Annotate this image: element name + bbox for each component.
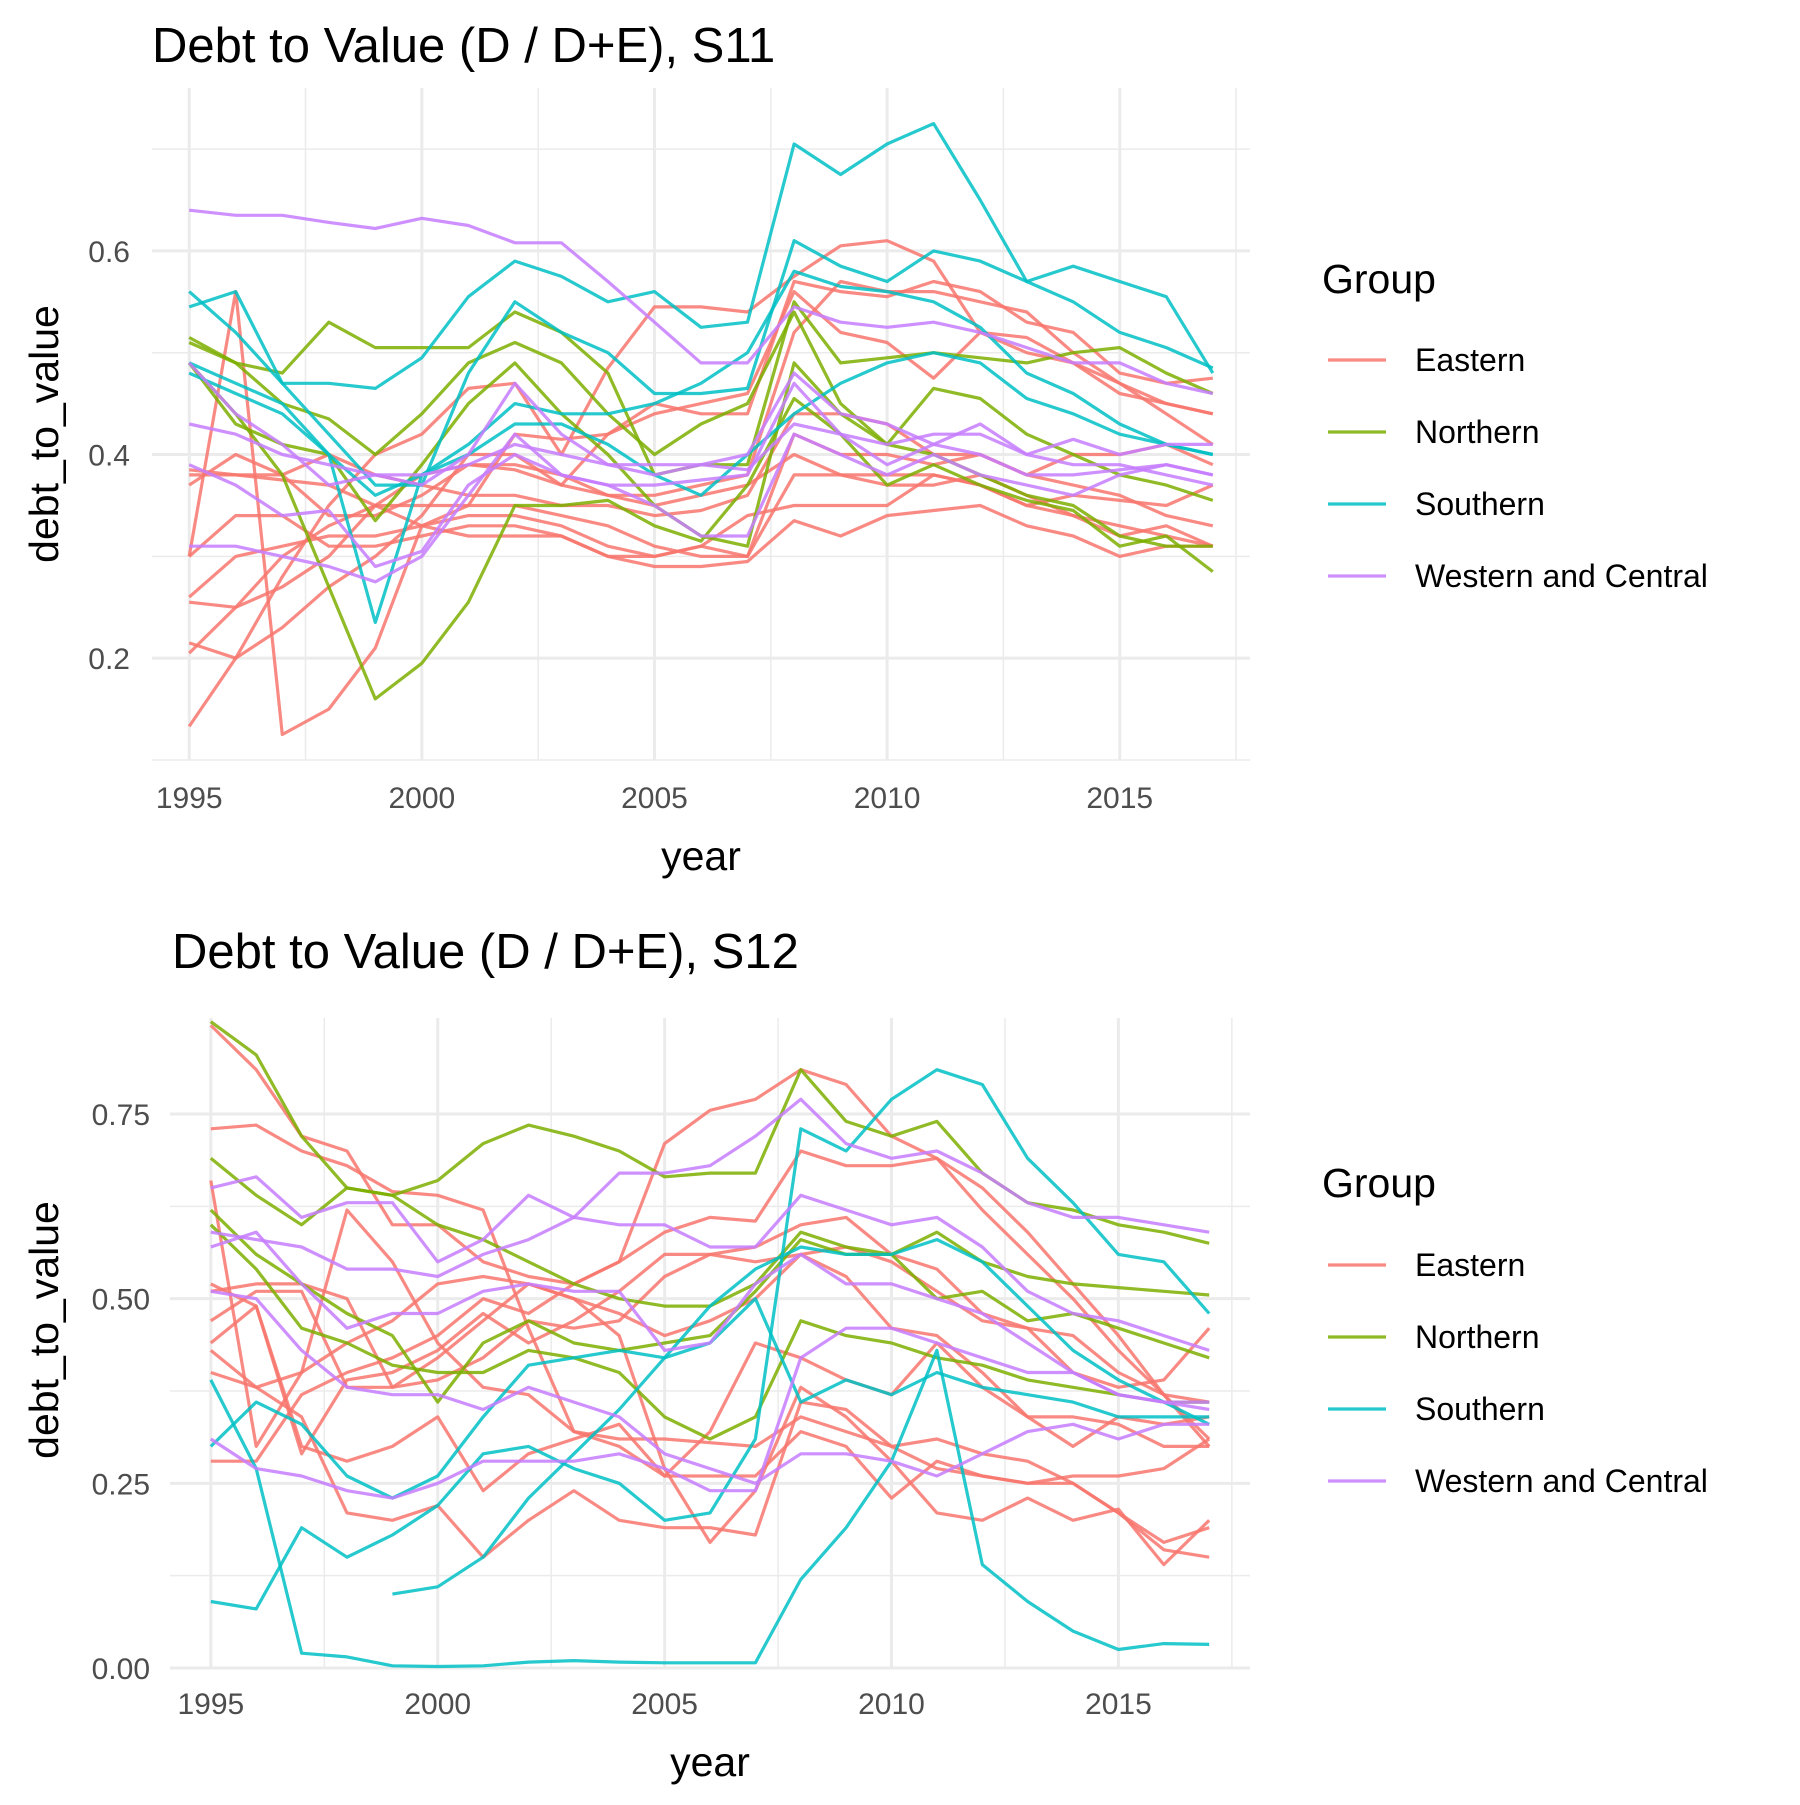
series-line-eastern [188,279,1213,660]
chart-title: Debt to Value (D / D+E), S11 [152,19,775,73]
series-line-southern [188,351,1214,497]
series-line-eastern [209,1180,1210,1544]
x-axis-title: year [661,833,741,879]
x-tick-label: 2010 [858,1688,925,1721]
y-axis-title: debt_to_value [21,1201,67,1459]
series-line-eastern [209,1215,1210,1404]
series-line-western-and-central [210,1097,1210,1264]
legend-title: Group [1322,256,1436,302]
legend-label: Southern [1415,1391,1545,1427]
series-line-western-and-central [210,1193,1210,1352]
series-line-eastern [210,1123,1210,1559]
series-line-western-and-central [210,1289,1210,1485]
series-line-western-and-central [209,1326,1210,1500]
y-tick-label: 0.2 [88,643,130,676]
series-line-eastern [210,1282,1210,1493]
legend-label: Southern [1415,486,1545,522]
y-tick-label: 0.50 [92,1284,150,1317]
series-line-southern [392,1238,1210,1596]
series-line-western-and-central [188,381,1214,569]
legend-title: Group [1322,1160,1436,1206]
legend: Group Eastern Northern Southern Western and … [1322,1160,1708,1499]
x-tick-label: 1995 [177,1688,244,1721]
x-tick-label: 2010 [854,782,921,815]
series-line-southern [188,239,1214,487]
legend-label: Western and Central [1415,1463,1708,1499]
series-line-southern [210,1068,1211,1611]
series-line-northern [209,1223,1210,1441]
series-line-southern [209,1348,1210,1669]
x-axis-title: year [670,1739,750,1785]
y-tick-label: 0.75 [92,1099,150,1132]
legend-label: Northern [1415,1319,1540,1355]
series-line-eastern [187,290,1214,737]
series-line-western-and-central [188,422,1214,487]
series-line-eastern [210,1149,1211,1463]
legend-label: Eastern [1415,342,1525,378]
x-tick-label: 2000 [404,1688,471,1721]
x-tick-label: 2000 [388,782,455,815]
series-line-southern [188,269,1214,625]
x-tick-label: 1995 [156,782,223,815]
x-tick-label: 2015 [1085,1688,1152,1721]
series-line-eastern [210,1282,1211,1567]
x-tick-label: 2005 [621,782,688,815]
series-line-northern [188,310,1213,548]
chart-panel-1: 1995 2000 2005 2010 2015 0.2 0.4 0.6 Debt to Val… [21,19,1708,879]
legend-label: Western and Central [1415,558,1708,594]
y-axis-title: debt_to_value [21,305,67,563]
chart-title: Debt to Value (D / D+E), S12 [172,925,799,979]
legend-label: Northern [1415,414,1540,450]
series-line-eastern [210,1370,1211,1559]
series-line-southern [188,122,1215,390]
y-tick-label: 0.25 [92,1468,150,1501]
chart-panel-2: 1995 2000 2005 2010 2015 0.00 0.25 0.50 0.75 Debt… [21,925,1708,1785]
legend-label: Eastern [1415,1247,1525,1283]
series-line-western-and-central [189,432,1214,584]
series-line-western-and-central [210,1230,1210,1404]
series-line-northern [209,1208,1210,1404]
x-tick-label: 2015 [1086,782,1153,815]
y-tick-label: 0.00 [92,1653,150,1686]
series-line-northern [188,361,1214,701]
series-line-western-and-central [189,208,1214,396]
series-line-northern [209,1020,1210,1245]
y-tick-label: 0.4 [88,440,130,473]
series-line-eastern [209,1024,1211,1448]
legend: Group Eastern Northern Southern Western and … [1322,256,1708,594]
x-tick-label: 2005 [631,1688,698,1721]
y-tick-label: 0.6 [88,236,130,269]
